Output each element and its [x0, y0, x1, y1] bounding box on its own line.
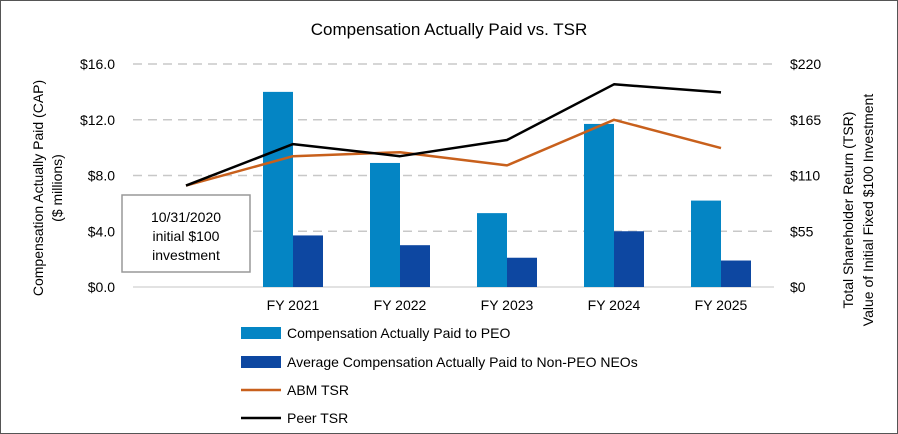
x-tick-label: FY 2021 [267, 297, 320, 313]
x-tick-label: FY 2023 [481, 297, 534, 313]
legend-swatch-neo-cap [241, 356, 281, 368]
line-marks [185, 83, 722, 187]
bar-neo-cap [721, 260, 751, 287]
legend-label-peer-tsr: Peer TSR [287, 410, 348, 426]
x-tick-label: FY 2025 [695, 297, 748, 313]
left-tick-label: $12.0 [80, 112, 115, 128]
annotation-line-1: 10/31/2020 [151, 209, 221, 225]
legend-label-abm-tsr: ABM TSR [287, 382, 349, 398]
bar-marks [263, 91, 751, 288]
legend-swatch-peo-cap [241, 327, 281, 339]
chart-title: Compensation Actually Paid vs. TSR [311, 20, 588, 39]
bar-peo-cap [477, 213, 507, 287]
right-tick-label: $0 [790, 279, 806, 295]
right-axis-title: Total Shareholder Return (TSR) [840, 112, 856, 309]
legend: Compensation Actually Paid to PEO Averag… [241, 325, 638, 426]
legend-label-neo-cap: Average Compensation Actually Paid to No… [287, 354, 638, 370]
initial-investment-annotation: 10/31/2020 initial $100 investment [121, 194, 251, 273]
left-axis-ticks: $0.0 $4.0 $8.0 $12.0 $16.0 [80, 56, 115, 295]
bar-peo-cap [263, 91, 293, 287]
left-tick-label: $16.0 [80, 56, 115, 72]
bar-peo-cap [370, 162, 400, 287]
left-axis-subtitle: ($ millions) [49, 154, 65, 222]
bar-peo-cap [691, 200, 721, 287]
right-axis-subtitle: Value of Initial Fixed $100 Investment [860, 94, 876, 327]
right-tick-label: $110 [790, 168, 820, 184]
x-axis-ticks: FY 2021 FY 2022 FY 2023 FY 2024 FY 2025 [267, 297, 748, 313]
right-tick-label: $55 [790, 223, 814, 239]
right-tick-label: $165 [790, 112, 821, 128]
bar-neo-cap [400, 245, 430, 287]
bar-neo-cap [507, 257, 537, 287]
left-tick-label: $8.0 [88, 168, 115, 184]
annotation-box [121, 194, 251, 273]
left-tick-label: $0.0 [88, 279, 115, 295]
annotation-line-2: initial $100 [153, 228, 220, 244]
bar-neo-cap [293, 235, 323, 287]
line-peer-tsr [185, 83, 722, 187]
x-tick-label: FY 2022 [374, 297, 427, 313]
left-tick-label: $4.0 [88, 223, 115, 239]
right-axis-ticks: $0 $55 $110 $165 $220 [790, 56, 821, 295]
x-tick-label: FY 2024 [588, 297, 641, 313]
legend-label-peo-cap: Compensation Actually Paid to PEO [287, 325, 510, 341]
annotation-line-3: investment [152, 247, 220, 263]
right-tick-label: $220 [790, 56, 821, 72]
left-axis-title: Compensation Actually Paid (CAP) [30, 80, 46, 296]
bar-peo-cap [584, 123, 614, 288]
line-abm-tsr [185, 118, 722, 187]
bar-neo-cap [614, 231, 644, 287]
